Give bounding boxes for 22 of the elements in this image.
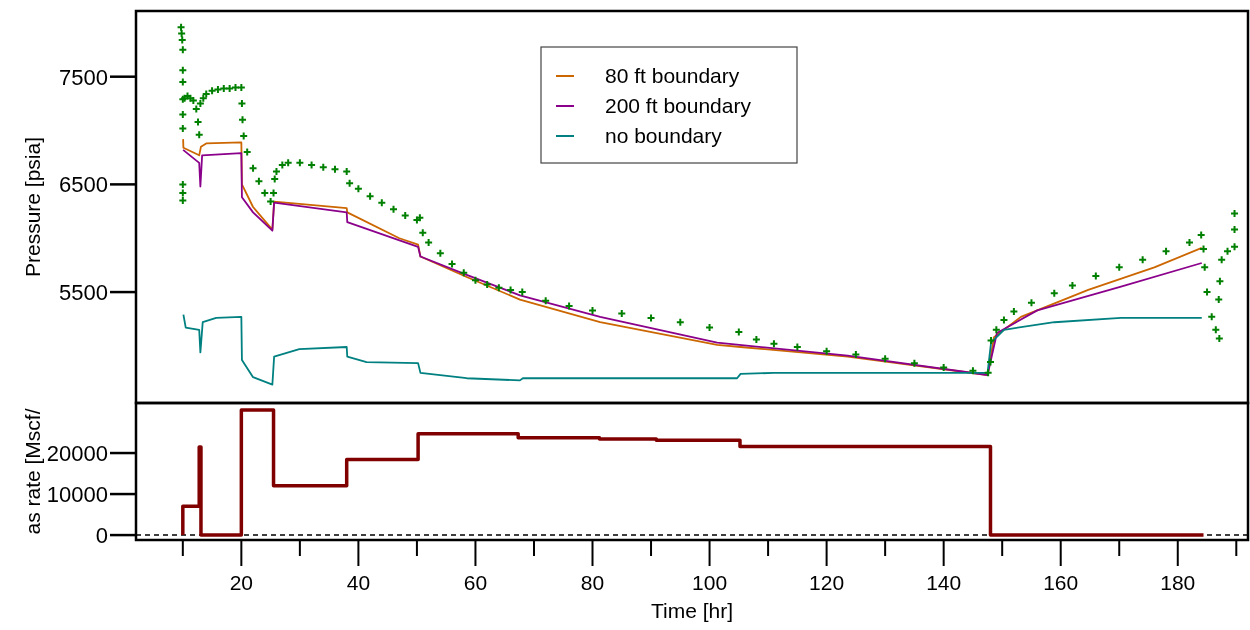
- y-axis-title: Pressure [psia]: [21, 136, 44, 278]
- y-axis-title: as rate [Mscf/: [21, 408, 44, 535]
- y-tick-label: 10000: [46, 482, 108, 508]
- y-tick-label: 6500: [59, 172, 108, 198]
- x-tick-label: 120: [809, 571, 845, 594]
- legend-label: 200 ft boundary: [605, 94, 752, 117]
- x-tick-label: 140: [926, 571, 962, 594]
- x-tick-label: 40: [346, 571, 371, 594]
- y-tick-label: 20000: [46, 441, 108, 467]
- x-tick-label: 180: [1160, 571, 1196, 594]
- x-tick-label: 20: [229, 571, 254, 594]
- x-tick-label: 60: [463, 571, 488, 594]
- x-axis-title: Time [hr]: [650, 599, 734, 622]
- y-tick-label: 0: [95, 523, 108, 549]
- y-tick-label: 5500: [59, 280, 108, 306]
- legend-label: no boundary: [605, 124, 723, 147]
- legend-label: 80 ft boundary: [605, 64, 740, 87]
- x-tick-label: 80: [580, 571, 605, 594]
- x-tick-label: 160: [1043, 571, 1079, 594]
- y-tick-label: 7500: [59, 64, 108, 90]
- x-tick-label: 100: [692, 571, 728, 594]
- line-series: [182, 313, 1203, 386]
